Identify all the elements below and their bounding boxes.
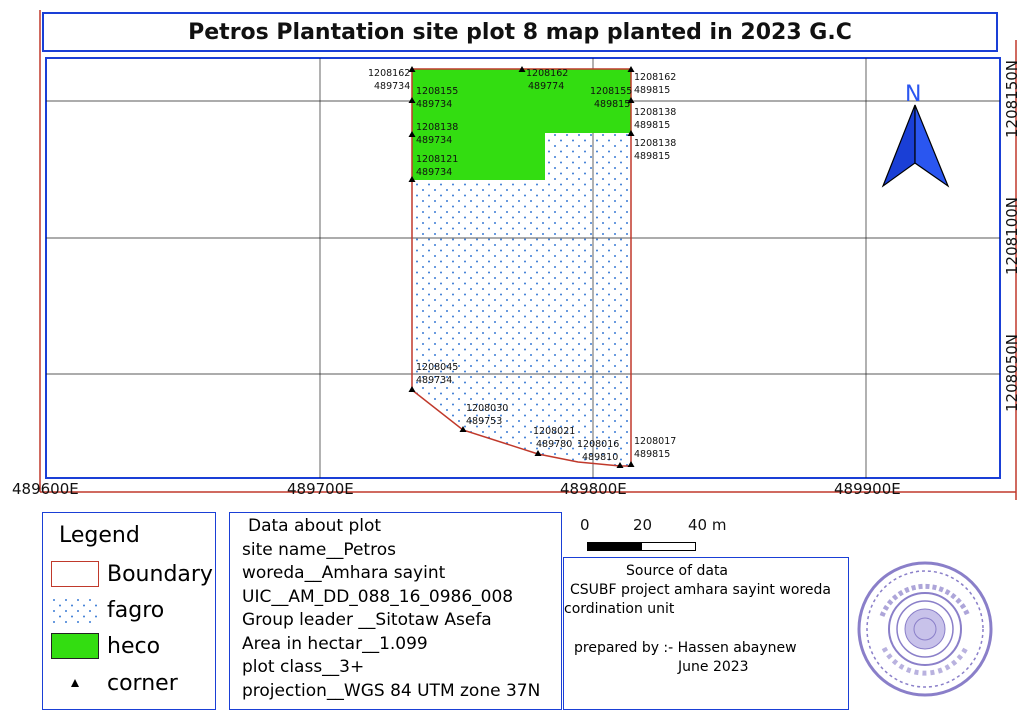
svg-text:1208155: 1208155: [590, 86, 632, 97]
fagro-area: [412, 133, 631, 466]
x-tick-label: 489900E: [834, 480, 901, 498]
north-label: N: [905, 82, 921, 107]
svg-text:489815: 489815: [634, 151, 670, 162]
svg-text:1208121: 1208121: [416, 154, 458, 165]
corner-labels: 1208162 489734 1208162 489774 1208162 48…: [368, 68, 676, 463]
svg-text:489774: 489774: [528, 81, 564, 92]
scale-label: 0: [580, 516, 590, 534]
heco-area: [412, 69, 631, 180]
svg-text:489815: 489815: [634, 85, 670, 96]
svg-text:1208016: 1208016: [577, 439, 619, 450]
plot-info-line: plot class__3+: [242, 657, 365, 677]
svg-text:1208162: 1208162: [634, 72, 676, 83]
svg-text:489815: 489815: [634, 120, 670, 131]
svg-text:489753: 489753: [466, 416, 502, 427]
y-tick-label: 1208050N: [1003, 333, 1021, 412]
official-stamp-icon: [857, 561, 993, 697]
legend-label: corner: [107, 670, 178, 696]
x-tick-label: 489800E: [560, 480, 627, 498]
plot-info-line: projection__WGS 84 UTM zone 37N: [242, 680, 541, 701]
source-line: Source of data: [626, 563, 729, 579]
legend-label: Boundary: [107, 561, 213, 587]
legend-item-fagro: fagro: [51, 597, 164, 623]
legend-item-heco: heco: [51, 633, 160, 659]
fagro-swatch: [51, 597, 99, 623]
svg-text:1208138: 1208138: [416, 122, 458, 133]
legend-box: Legend Boundary fagro heco corner: [42, 512, 216, 710]
x-tick-label: 489600E: [12, 480, 79, 498]
north-arrow-icon: N: [881, 82, 950, 188]
svg-text:1208162: 1208162: [368, 68, 410, 79]
plot-info-line: Area in hectar__1.099: [242, 633, 428, 654]
svg-text:1208017: 1208017: [634, 436, 676, 447]
corner-swatch: [51, 670, 99, 696]
y-tick-label: 1208150N: [1003, 59, 1021, 138]
y-tick-label: 1208100N: [1003, 196, 1021, 275]
boundary-swatch: [51, 561, 99, 587]
source-line: cordination unit: [564, 601, 675, 617]
scale-label: 20: [633, 516, 653, 534]
source-line: June 2023: [678, 659, 749, 675]
corner-points: [408, 66, 635, 468]
svg-text:489734: 489734: [374, 81, 410, 92]
svg-text:489810: 489810: [582, 452, 618, 463]
scale-label: 40 m: [688, 516, 727, 534]
legend-label: heco: [107, 633, 161, 659]
plot-info-heading: Data about plot: [248, 516, 382, 536]
map-frame: 1208162 489734 1208162 489774 1208162 48…: [39, 10, 1017, 500]
plot-boundary: [411, 68, 632, 467]
svg-text:489734: 489734: [416, 135, 452, 146]
svg-text:1208030: 1208030: [466, 403, 508, 414]
svg-text:1208138: 1208138: [634, 107, 676, 118]
legend-item-corner: corner: [51, 670, 178, 696]
svg-text:489780: 489780: [536, 439, 572, 450]
svg-text:489734: 489734: [416, 375, 452, 386]
svg-text:489734: 489734: [416, 167, 452, 178]
svg-text:489815: 489815: [634, 449, 670, 460]
svg-text:1208162: 1208162: [526, 68, 568, 79]
heco-swatch: [51, 633, 99, 659]
plot-info-box: Data about plot site name__Petros woreda…: [229, 512, 562, 710]
x-tick-label: 489700E: [287, 480, 354, 498]
legend-title: Legend: [59, 523, 140, 548]
svg-text:1208138: 1208138: [634, 138, 676, 149]
plot-info-line: woreda__Amhara sayint: [242, 563, 446, 583]
legend-label: fagro: [107, 597, 165, 623]
plot-info-line: UIC__AM_DD_088_16_0986_008: [242, 586, 514, 607]
svg-text:489734: 489734: [416, 99, 452, 110]
plot-info-line: site name__Petros: [242, 539, 396, 560]
plot-info-line: Group leader __Sitotaw Asefa: [242, 610, 492, 630]
svg-text:1208045: 1208045: [416, 362, 458, 373]
scale-bar: 0 20 40 m: [580, 516, 740, 556]
map-title: Petros Plantation site plot 8 map plante…: [188, 19, 852, 45]
legend-item-boundary: Boundary: [51, 561, 213, 587]
triangle-icon: [71, 679, 79, 687]
svg-text:489815: 489815: [594, 99, 630, 110]
source-box: Source of data CSUBF project amhara sayi…: [563, 557, 849, 710]
map-title-box: Petros Plantation site plot 8 map plante…: [42, 12, 998, 52]
svg-text:1208021: 1208021: [533, 426, 575, 437]
svg-text:1208155: 1208155: [416, 86, 458, 97]
source-line: prepared by :- Hassen abaynew: [574, 640, 797, 656]
source-line: CSUBF project amhara sayint woreda: [570, 582, 831, 598]
